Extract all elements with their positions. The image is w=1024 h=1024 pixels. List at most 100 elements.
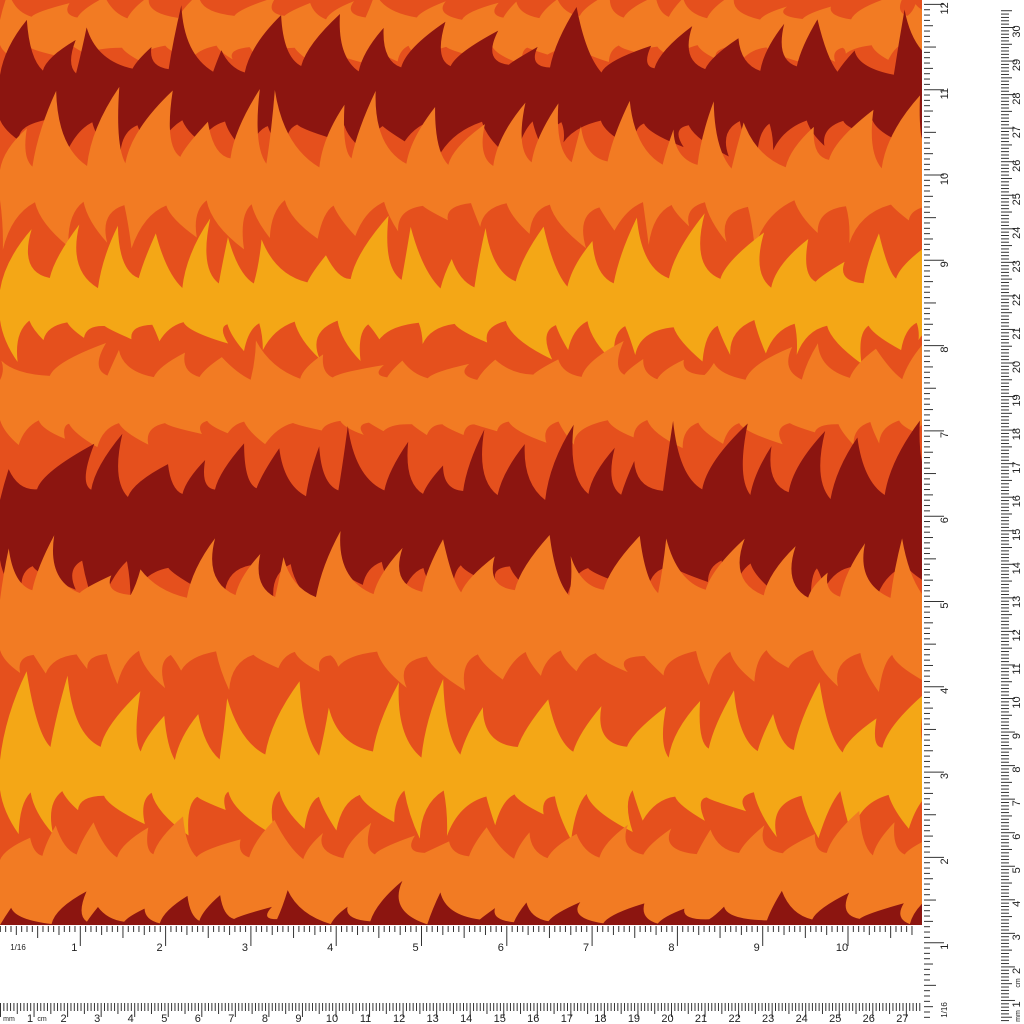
- bottom-mm-label: mm: [3, 1016, 15, 1023]
- right-cm-label-24: 24: [1011, 227, 1023, 239]
- right-cm-label-21: 21: [1011, 327, 1023, 339]
- bottom-cm-label-10: 10: [326, 1013, 338, 1024]
- right-cm-label-7: 7: [1011, 800, 1023, 806]
- right-cm-label-22: 22: [1011, 294, 1023, 306]
- flame-band-orange: [0, 340, 922, 420]
- right-cm-label-19: 19: [1011, 394, 1023, 406]
- bottom-inch-label-10: 10: [836, 942, 848, 954]
- bottom-cm-label-4: 4: [128, 1013, 134, 1024]
- bottom-inch-label-7: 7: [583, 942, 589, 954]
- right-ruler: [922, 0, 1024, 1024]
- bottom-cm-label-3: 3: [94, 1013, 100, 1024]
- flame-band-dark_red: [0, 5, 922, 120]
- right-cm-label-5: 5: [1011, 867, 1023, 873]
- right-cm-label-10: 10: [1011, 696, 1023, 708]
- right-cm-label-4: 4: [1011, 901, 1023, 907]
- bottom-inch-label-2: 2: [157, 942, 163, 954]
- right-inch-label-10: 10: [939, 173, 951, 185]
- bottom-cm-label-24: 24: [796, 1013, 808, 1024]
- bottom-cm-label-1: 1: [27, 1013, 33, 1024]
- bottom-cm-unit-label: cm: [37, 1016, 47, 1023]
- bottom-cm-label-14: 14: [460, 1013, 472, 1024]
- right-inch-label-1: 1: [939, 944, 951, 950]
- right-cm-label-14: 14: [1011, 562, 1023, 574]
- right-cm-label-13: 13: [1011, 596, 1023, 608]
- bottom-cm-label-8: 8: [262, 1013, 268, 1024]
- right-cm-label-25: 25: [1011, 193, 1023, 205]
- right-cm-label-6: 6: [1011, 834, 1023, 840]
- right-inch-label-11: 11: [939, 88, 951, 99]
- bottom-inch-label-8: 8: [668, 942, 674, 954]
- bottom-cm-label-2: 2: [61, 1013, 67, 1024]
- bottom-cm-label-7: 7: [228, 1013, 234, 1024]
- bottom-inch-fraction-label: 1/16: [10, 943, 26, 952]
- bottom-cm-label-19: 19: [628, 1013, 640, 1024]
- right-cm-label-12: 12: [1011, 629, 1023, 641]
- right-inch-label-5: 5: [939, 602, 951, 608]
- bottom-cm-label-21: 21: [695, 1013, 707, 1024]
- flame-drips-orange: [0, 649, 922, 693]
- flame-print-fabric: [0, 0, 922, 925]
- right-inch-fraction-label: 1/16: [940, 1002, 949, 1018]
- flame-drips-yellow: [0, 789, 922, 840]
- right-cm-unit-label: cm: [1015, 978, 1022, 988]
- flame-drips-orange: [0, 419, 922, 449]
- flame-drips-orange: [0, 44, 922, 65]
- bottom-inch-label-1: 1: [71, 942, 77, 954]
- right-cm-label-1: 1: [1011, 1001, 1023, 1007]
- flame-drips-dark_red: [0, 119, 922, 164]
- right-cm-label-9: 9: [1011, 733, 1023, 739]
- flame-band-yellow: [0, 213, 922, 320]
- flame-band-dark_red: [0, 420, 922, 560]
- bottom-cm-label-5: 5: [161, 1013, 167, 1024]
- flame-band-yellow: [0, 671, 922, 790]
- bottom-cm-label-12: 12: [393, 1013, 405, 1024]
- right-cm-label-16: 16: [1011, 495, 1023, 507]
- flame-band-orange: [0, 86, 922, 200]
- right-cm-label-23: 23: [1011, 260, 1023, 272]
- right-cm-label-11: 11: [1011, 663, 1023, 674]
- right-cm-label-27: 27: [1011, 126, 1023, 138]
- bottom-cm-label-13: 13: [427, 1013, 439, 1024]
- bottom-inch-label-4: 4: [327, 942, 333, 954]
- bottom-inch-label-3: 3: [242, 942, 248, 954]
- right-cm-label-18: 18: [1011, 428, 1023, 440]
- right-cm-label-30: 30: [1011, 25, 1023, 37]
- bottom-cm-label-18: 18: [594, 1013, 606, 1024]
- bottom-inch-label-6: 6: [498, 942, 504, 954]
- right-cm-label-3: 3: [1011, 934, 1023, 940]
- right-inch-label-9: 9: [939, 261, 951, 267]
- flame-drips-yellow: [0, 319, 922, 364]
- bottom-cm-label-26: 26: [863, 1013, 875, 1024]
- right-cm-label-29: 29: [1011, 59, 1023, 71]
- bottom-cm-label-11: 11: [360, 1013, 371, 1024]
- bottom-cm-label-23: 23: [762, 1013, 774, 1024]
- bottom-cm-label-27: 27: [896, 1013, 908, 1024]
- right-cm-label-20: 20: [1011, 361, 1023, 373]
- bottom-cm-label-15: 15: [494, 1013, 506, 1024]
- right-inch-label-2: 2: [939, 858, 951, 864]
- right-inch-label-3: 3: [939, 773, 951, 779]
- right-inch-label-4: 4: [939, 688, 951, 694]
- right-inch-label-6: 6: [939, 517, 951, 523]
- bottom-ruler: [0, 925, 1024, 1024]
- right-cm-label-15: 15: [1011, 529, 1023, 541]
- flame-band-orange: [0, 530, 922, 650]
- bottom-cm-label-6: 6: [195, 1013, 201, 1024]
- bottom-cm-label-16: 16: [527, 1013, 539, 1024]
- right-inch-label-8: 8: [939, 347, 951, 353]
- right-cm-label-8: 8: [1011, 767, 1023, 773]
- flame-band-orange: [0, 810, 922, 925]
- bottom-inch-label-9: 9: [754, 942, 760, 954]
- flame-band-orange: [0, 0, 922, 45]
- bottom-cm-label-17: 17: [561, 1013, 573, 1024]
- bottom-inch-label-5: 5: [412, 942, 418, 954]
- flame-drips-orange: [0, 199, 922, 250]
- bottom-cm-label-9: 9: [295, 1013, 301, 1024]
- right-cm-label-26: 26: [1011, 160, 1023, 172]
- bottom-cm-label-22: 22: [728, 1013, 740, 1024]
- right-cm-label-17: 17: [1011, 462, 1023, 474]
- right-inch-label-12: 12: [939, 2, 951, 14]
- right-inch-label-7: 7: [939, 432, 951, 438]
- bottom-cm-label-25: 25: [829, 1013, 841, 1024]
